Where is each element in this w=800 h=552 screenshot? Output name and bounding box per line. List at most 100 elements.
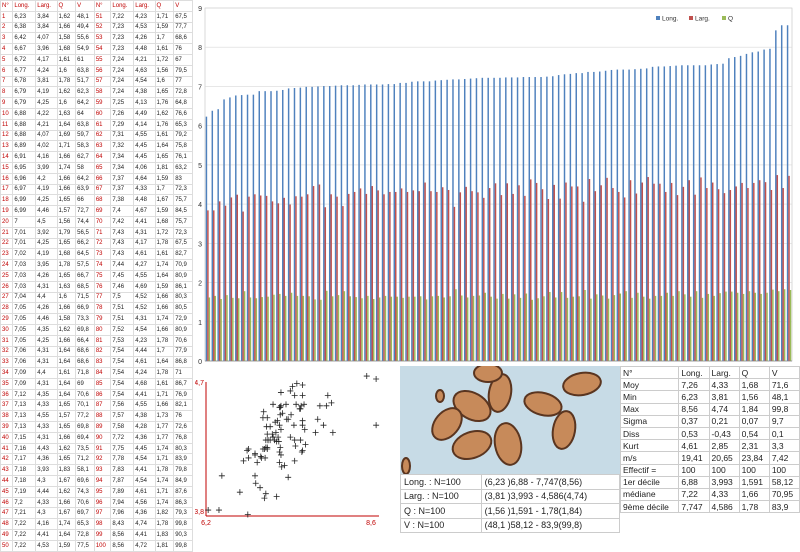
row-number: 49 <box>0 529 14 541</box>
table-cell: 4,41 <box>133 529 156 541</box>
spore <box>435 389 445 403</box>
bar-larg <box>213 210 215 361</box>
bar-larg <box>465 186 467 361</box>
bar-larg <box>553 184 555 361</box>
stats-value: 100 <box>738 463 770 477</box>
scatter-point <box>328 399 335 406</box>
scatter-point <box>270 434 277 441</box>
stats-row: Kurt 4,61 2,85 2,31 3,3 <box>619 439 800 453</box>
bar-long <box>305 86 307 361</box>
table-cell: 1,62 <box>56 323 77 336</box>
bar-larg <box>747 188 749 361</box>
table-cell: 1,78 <box>56 259 77 271</box>
row-number: 92 <box>93 453 112 466</box>
table-cell: 1,65 <box>56 269 77 282</box>
scatter-point <box>281 462 288 469</box>
scatter-point <box>373 376 380 383</box>
row-number: 22 <box>0 237 14 250</box>
bar-q <box>736 292 739 361</box>
table-cell: 1,67 <box>154 194 175 207</box>
table-cell: 66,7 <box>75 269 95 282</box>
bar-q <box>220 299 222 361</box>
table-cell: 7,51 <box>110 302 135 315</box>
table-cell: 1,74 <box>154 496 175 509</box>
bar-larg <box>758 180 761 361</box>
bar-q <box>596 294 598 361</box>
bar-larg <box>389 191 391 361</box>
row-number: 47 <box>0 507 14 520</box>
row-number: 58 <box>93 86 112 99</box>
bar-long <box>282 89 284 362</box>
scatter-point <box>264 431 271 438</box>
table-cell: 7,4 <box>110 205 135 217</box>
y-tick-label: 6 <box>198 124 202 131</box>
table-cell: 4,48 <box>133 43 156 55</box>
stats-label: Moy <box>619 378 680 392</box>
bar-long <box>252 94 255 361</box>
scatter-point <box>285 474 292 481</box>
table-cell: 1,65 <box>56 194 77 207</box>
row-number: 59 <box>93 97 112 109</box>
table-cell: 4,25 <box>35 194 58 207</box>
length-width-scatter-plot: 4,7 3,8 6,2 8,6 <box>195 373 380 527</box>
table-cell: 1,71 <box>56 140 77 153</box>
table-cell: 6,88 <box>12 118 37 131</box>
scatter-point <box>299 447 306 454</box>
table-cell: 1,64 <box>56 529 77 541</box>
table-cell: 77 <box>173 75 193 88</box>
table-cell: 71,2 <box>75 453 95 466</box>
bar-larg <box>260 195 262 361</box>
table-cell: 48,1 <box>75 10 95 23</box>
stats-value: 100 <box>768 463 800 477</box>
table-cell: 4,68 <box>133 377 156 390</box>
bar-long <box>393 84 396 361</box>
table-cell: 66 <box>75 194 95 207</box>
stats-value: 100 <box>708 463 740 477</box>
table-cell: 7,21 <box>12 507 37 520</box>
bar-long <box>769 48 771 362</box>
bar-larg <box>441 187 444 361</box>
table-cell: 7,46 <box>110 280 135 293</box>
bar-larg <box>582 201 585 361</box>
bar-long <box>211 110 214 361</box>
row-number: 90 <box>93 431 112 444</box>
table-cell: 1,63 <box>56 107 77 120</box>
bar-larg <box>641 182 644 361</box>
bar-q <box>414 296 416 361</box>
bar-larg <box>494 183 497 361</box>
stats-row: médiane 7,22 4,33 1,66 70,95 <box>619 487 800 502</box>
table-cell: 80,9 <box>173 269 193 282</box>
table-cell: 4,25 <box>35 237 58 250</box>
table-cell: 1,61 <box>56 367 77 379</box>
bar-q <box>572 296 575 361</box>
table-cell: 7,03 <box>12 280 37 293</box>
stats-value: 4,33 <box>708 487 740 502</box>
bar-long <box>493 77 495 361</box>
bar-q <box>284 295 287 361</box>
row-number: 51 <box>93 10 112 23</box>
scatter-point <box>252 472 259 479</box>
table-cell: 4,53 <box>35 539 58 552</box>
table-cell: 76,9 <box>173 388 193 401</box>
table-cell: 1,76 <box>154 118 175 131</box>
table-cell: 64,2 <box>75 97 95 109</box>
legend-swatch <box>722 16 726 20</box>
stats-label: médiane <box>619 487 680 502</box>
bar-long <box>358 84 360 362</box>
bar-long <box>704 65 707 362</box>
table-cell: 4,3 <box>35 507 58 520</box>
table-row: 21 7,01 3,92 1,79 56,5 71 7,43 4,31 1,72 72,3 <box>0 226 193 239</box>
measurements-table: N° Long. Larg. Q V N° Long. Larg. Q V 1 6,23 3,84 1,… <box>0 0 193 552</box>
scatter-point <box>262 454 269 461</box>
table-cell: 7,44 <box>110 259 135 271</box>
bar-larg <box>406 191 409 361</box>
bar-long <box>387 84 390 361</box>
table-cell: 7,01 <box>12 226 37 239</box>
table-cell: 3,95 <box>35 259 58 271</box>
row-number: 3 <box>0 32 14 45</box>
bar-q <box>731 291 733 361</box>
bar-q <box>496 298 498 361</box>
row-number: 44 <box>0 475 14 487</box>
stats-value: 3,3 <box>768 439 800 453</box>
bar-long <box>692 65 695 362</box>
